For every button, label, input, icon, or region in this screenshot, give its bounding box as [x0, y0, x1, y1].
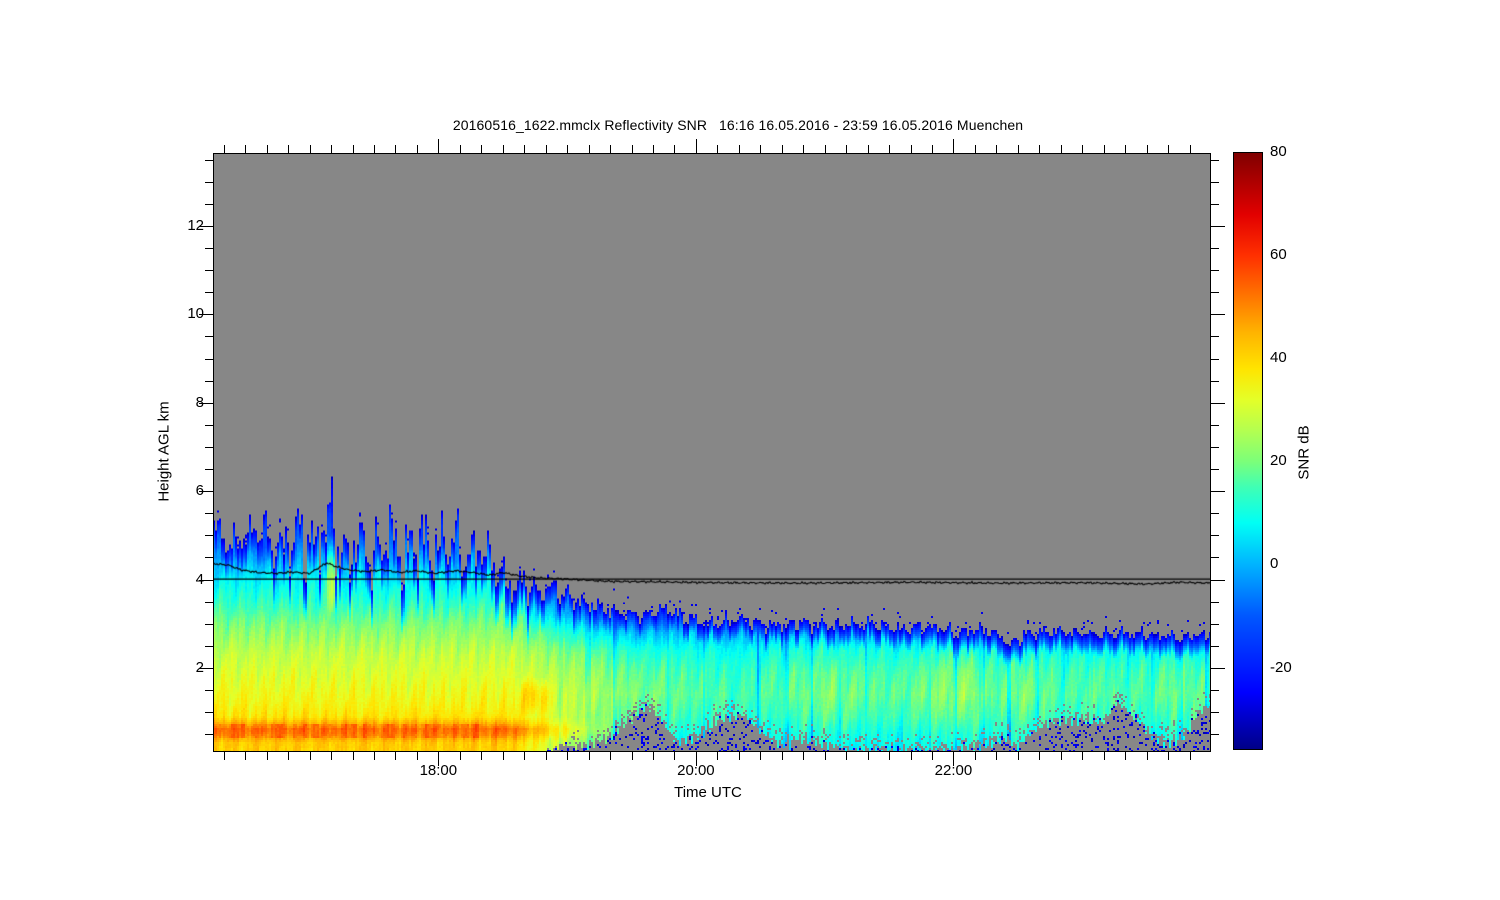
y-axis-ticks [199, 160, 1225, 735]
y-tick-label: 8 [195, 393, 204, 411]
colorbar-tick-label: 0 [1270, 555, 1279, 573]
x-axis-title: Time UTC [674, 784, 742, 801]
y-tick-label: 10 [187, 305, 204, 323]
plot-border [213, 153, 1211, 752]
colorbar-tick-label: 80 [1270, 143, 1287, 160]
colorbar [1233, 152, 1263, 750]
y-tick-label: 4 [195, 570, 204, 588]
melting-layer-line-canvas [213, 153, 1211, 752]
x-tick-label: 18:00 [419, 762, 458, 779]
colorbar-tick-label: 40 [1270, 349, 1287, 367]
colorbar-tick-label: 60 [1270, 246, 1287, 264]
plot-title: 20160516_1622.mmclx Reflectivity SNR 16:… [452, 117, 1024, 133]
x-axis-ticks [224, 139, 1191, 766]
x-tick-label: 22:00 [934, 762, 973, 779]
colorbar-tick-label: 20 [1270, 452, 1287, 470]
y-tick-label: 6 [195, 482, 204, 500]
y-tick-label: 2 [195, 659, 204, 676]
y-tick-label: 12 [187, 216, 204, 234]
colorbar-tick-label: -20 [1270, 658, 1292, 676]
x-tick-label: 20:00 [677, 762, 715, 779]
